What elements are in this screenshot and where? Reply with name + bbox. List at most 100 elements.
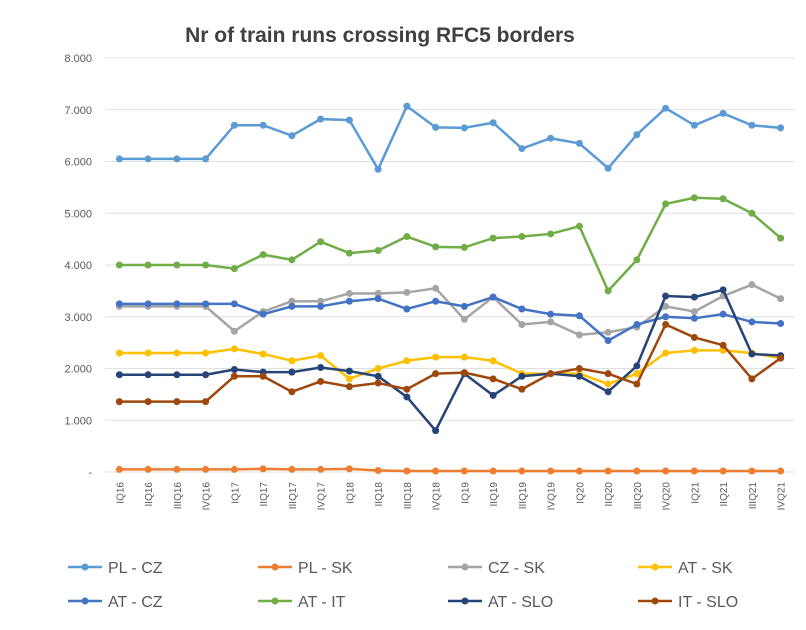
legend-label: CZ - SK bbox=[488, 560, 545, 577]
data-point bbox=[288, 465, 296, 473]
data-point bbox=[374, 365, 382, 372]
data-point bbox=[374, 289, 382, 297]
data-point bbox=[317, 115, 325, 123]
legend-marker bbox=[81, 597, 89, 605]
data-point bbox=[259, 310, 267, 318]
data-point bbox=[489, 119, 497, 127]
data-point bbox=[748, 375, 756, 383]
data-point bbox=[489, 391, 497, 399]
data-point bbox=[719, 109, 727, 117]
x-tick-label: IVQ18 bbox=[432, 482, 443, 511]
data-point bbox=[288, 357, 296, 365]
data-point bbox=[288, 302, 296, 310]
series-line bbox=[119, 104, 781, 172]
data-point bbox=[202, 349, 210, 357]
data-point bbox=[719, 341, 727, 349]
data-point bbox=[345, 465, 353, 473]
x-tick-label: IIIQ20 bbox=[633, 482, 644, 510]
data-point bbox=[604, 380, 612, 388]
data-point bbox=[173, 261, 181, 269]
x-tick-label: IIQ21 bbox=[719, 482, 730, 507]
x-tick-label: IIQ19 bbox=[489, 482, 500, 507]
data-point bbox=[230, 366, 238, 374]
legend-marker bbox=[81, 563, 89, 571]
data-point bbox=[403, 305, 411, 313]
data-point bbox=[173, 465, 181, 473]
data-point bbox=[633, 131, 641, 139]
data-point bbox=[547, 134, 555, 142]
chart-title: Nr of train runs crossing RFC5 borders bbox=[185, 24, 575, 47]
data-point bbox=[748, 318, 756, 326]
data-point bbox=[259, 465, 267, 473]
data-point bbox=[690, 333, 698, 341]
x-tick-label: IVQ21 bbox=[777, 482, 788, 511]
data-point bbox=[115, 261, 123, 269]
data-point bbox=[748, 209, 756, 217]
data-point bbox=[202, 465, 210, 473]
data-point bbox=[202, 155, 210, 163]
data-point bbox=[460, 467, 468, 475]
data-point bbox=[518, 233, 526, 241]
data-point bbox=[690, 121, 698, 129]
data-point bbox=[144, 349, 152, 357]
y-tick-label: 2.000 bbox=[64, 364, 92, 376]
legend-label: PL - SK bbox=[298, 560, 353, 577]
data-point bbox=[374, 165, 382, 173]
data-point bbox=[115, 371, 123, 379]
x-tick-label: IIIQ18 bbox=[403, 482, 414, 510]
data-point bbox=[690, 293, 698, 301]
legend-label: PL - CZ bbox=[108, 560, 163, 577]
data-point bbox=[575, 331, 583, 339]
data-point bbox=[604, 164, 612, 172]
data-point bbox=[518, 467, 526, 475]
data-point bbox=[230, 345, 238, 353]
data-point bbox=[633, 467, 641, 475]
series-line bbox=[119, 196, 782, 294]
data-point bbox=[719, 286, 727, 294]
data-point bbox=[230, 465, 238, 473]
data-point bbox=[748, 281, 756, 289]
x-tick-label: IVQ20 bbox=[662, 482, 673, 511]
data-point bbox=[518, 305, 526, 313]
data-point bbox=[403, 467, 411, 475]
data-point bbox=[259, 372, 267, 380]
data-point bbox=[144, 371, 152, 379]
data-point bbox=[748, 350, 756, 358]
data-point bbox=[173, 398, 181, 406]
data-point bbox=[719, 195, 727, 203]
x-tick-label: IIIQ17 bbox=[288, 482, 299, 510]
data-point bbox=[173, 155, 181, 163]
data-point bbox=[432, 427, 440, 435]
data-point bbox=[518, 385, 526, 393]
x-tick-label: IIQ16 bbox=[144, 482, 155, 507]
data-point bbox=[403, 233, 411, 241]
data-point bbox=[518, 321, 526, 329]
data-point bbox=[777, 234, 785, 242]
data-point bbox=[345, 375, 353, 383]
data-point bbox=[719, 467, 727, 475]
data-point bbox=[374, 247, 382, 255]
x-tick-label: IIIQ16 bbox=[173, 482, 184, 510]
data-point bbox=[690, 467, 698, 475]
data-point bbox=[489, 234, 497, 242]
data-point bbox=[317, 363, 325, 371]
data-point bbox=[288, 297, 296, 305]
data-point bbox=[115, 398, 123, 406]
data-point bbox=[432, 123, 440, 131]
data-point bbox=[230, 372, 238, 380]
legend-marker bbox=[271, 597, 279, 605]
data-point bbox=[317, 297, 325, 305]
data-point bbox=[403, 393, 411, 401]
data-point bbox=[604, 337, 612, 345]
data-point bbox=[230, 300, 238, 308]
data-point bbox=[115, 300, 123, 308]
data-point bbox=[777, 467, 785, 475]
data-point bbox=[115, 155, 123, 163]
x-tick-label: IQ17 bbox=[230, 482, 241, 504]
data-point bbox=[777, 354, 785, 362]
data-point bbox=[662, 349, 670, 357]
x-tick-label: IQ16 bbox=[115, 482, 126, 504]
data-point bbox=[489, 357, 497, 365]
x-tick-label: IIQ18 bbox=[374, 482, 385, 507]
